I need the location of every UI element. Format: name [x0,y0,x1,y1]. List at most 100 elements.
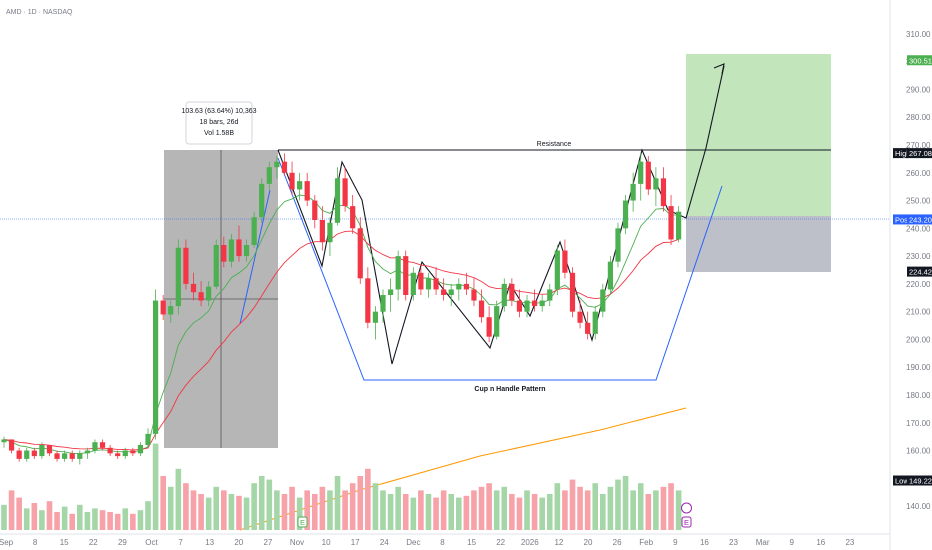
volume-bar [130,513,136,530]
volume-bar [577,486,583,530]
candle [607,256,613,295]
candle [448,283,454,307]
price-tag-label: Post [895,215,911,224]
candle-body [342,178,348,207]
volume-bar [486,483,492,530]
volume-bar [61,506,68,530]
candle-body [441,289,447,295]
candle [456,278,462,301]
measure-arrow-line [239,189,271,325]
zigzag-path [277,65,725,365]
candle [645,156,651,195]
price-tick-label: 240.00 [906,224,931,233]
price-tag-label: Low [895,477,909,486]
candle [183,239,189,290]
candle-body [213,245,219,287]
price-tag-value: 243.20 [909,215,932,224]
volume-bar [531,494,538,530]
price-tick-label: 280.00 [906,113,931,122]
volume-bar [334,476,341,530]
candle-body [350,206,356,229]
volume-bar [410,497,417,530]
candle [145,428,151,448]
time-tick-label: 2026 [521,538,539,547]
volume-bar [471,490,477,530]
measure-line2: 18 bars, 26d [200,119,239,126]
candle [585,311,591,340]
candle [289,161,295,195]
candle-body [630,183,636,201]
time-tick-label: Mar [756,538,770,547]
candle-body [425,278,432,290]
volume-bar [600,494,606,530]
earnings-marker-upcoming[interactable]: E [681,502,692,528]
volume-bar [448,494,455,530]
candle [562,239,568,279]
candle [638,153,644,201]
time-tick-label: 9 [789,538,794,547]
price-tag: Low 149.22 [893,475,932,486]
volume-bar [31,503,38,530]
volume-bar [152,443,159,530]
volume-bar [524,490,530,530]
candle-body [577,311,583,323]
candle [213,239,219,290]
time-tick-label: 23 [845,538,854,547]
price-tick-label: 200.00 [906,335,931,344]
volume-bar [478,486,485,530]
candle [615,222,621,268]
candle-body [478,300,485,318]
candle [236,225,242,262]
candle-body [198,292,204,301]
candle-body [107,447,113,454]
volume-bar [258,476,265,530]
candle-body [312,200,318,220]
candle [539,295,545,312]
volume-bar [198,494,204,530]
volume-bar [69,513,76,530]
volume-bar [281,494,288,530]
volume-bar [365,468,371,530]
candle-body [130,450,136,454]
volume-bar [327,490,333,530]
earnings-marker[interactable]: E [297,516,308,528]
candle [31,447,37,459]
candle [274,156,280,179]
candle [69,450,75,462]
time-tick-label: 8 [440,538,445,547]
candle [554,245,560,295]
time-tick-label: 10 [322,538,331,547]
candle [630,172,636,212]
candle-body [16,450,22,459]
candle [297,172,303,201]
candle-body [365,278,371,323]
candle [190,272,197,301]
time-tick-label: Sep [0,538,14,547]
time-tick-label: Nov [290,538,304,547]
volume-bar [114,513,121,530]
candle [16,447,22,462]
candle [501,278,507,312]
candle-body [115,453,121,457]
candle [418,267,424,295]
candle-body [600,289,606,312]
candle-body [653,178,659,190]
candle [175,239,181,315]
volume-bar [440,490,447,530]
price-axis[interactable]: 310.00300.00290.00280.00270.00260.00250.… [906,30,931,511]
candle [221,236,227,268]
candle [532,289,538,312]
volume-bar [675,490,682,530]
volume-bar [319,486,326,530]
volume-bar [615,479,621,530]
cup-pattern-label: Cup n Handle Pattern [474,386,545,393]
candle-body [463,283,469,290]
price-tag-value-box [907,475,932,486]
volume-bar [592,483,599,530]
candle-body [31,450,37,457]
candle-body [660,178,667,207]
time-axis[interactable]: Sep 8 15 22 29 Oct 7 13 20 27 Nov 10 17 24 Dec 8 15 22 202… [0,533,890,547]
volume-bar [266,479,273,530]
